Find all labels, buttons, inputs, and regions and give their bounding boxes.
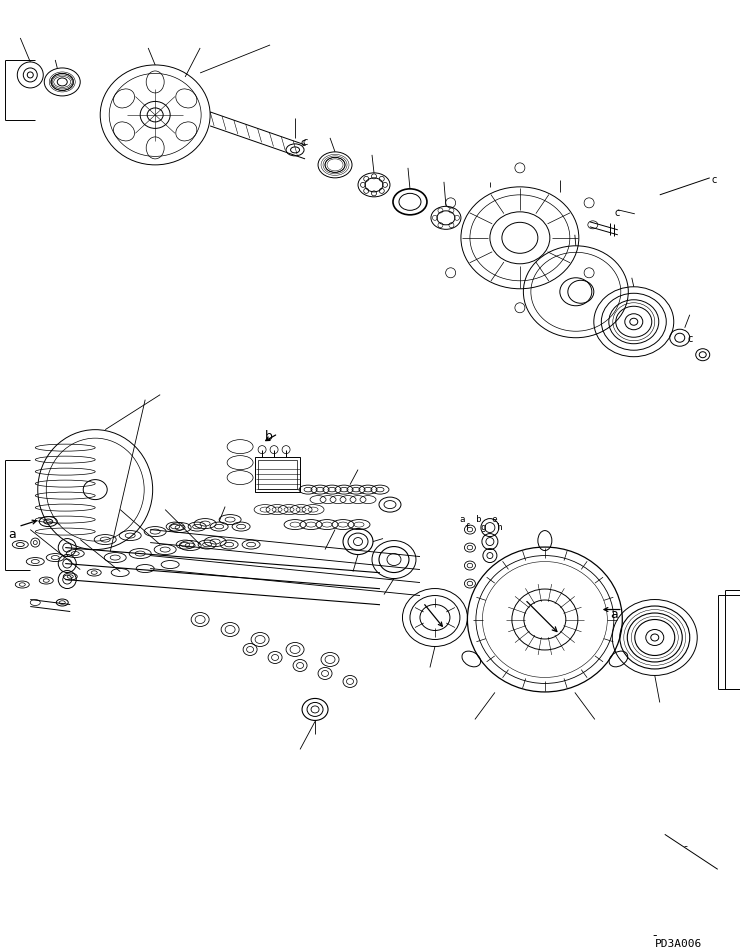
Text: b: b — [265, 429, 273, 443]
Text: PD3A006: PD3A006 — [655, 940, 702, 949]
Text: c: c — [615, 208, 620, 218]
Text: a: a — [610, 607, 618, 621]
Text: c: c — [302, 137, 307, 147]
Text: a: a — [8, 527, 16, 541]
Text: c: c — [712, 175, 717, 185]
Text: c: c — [687, 334, 693, 344]
Text: a  b  e: a b e — [460, 515, 497, 524]
Bar — [255, 457, 300, 491]
Text: c: c — [300, 138, 306, 148]
Bar — [258, 460, 297, 488]
Text: -: - — [684, 842, 687, 851]
Text: -: - — [653, 929, 657, 942]
Text: f  g  h: f g h — [465, 523, 502, 531]
